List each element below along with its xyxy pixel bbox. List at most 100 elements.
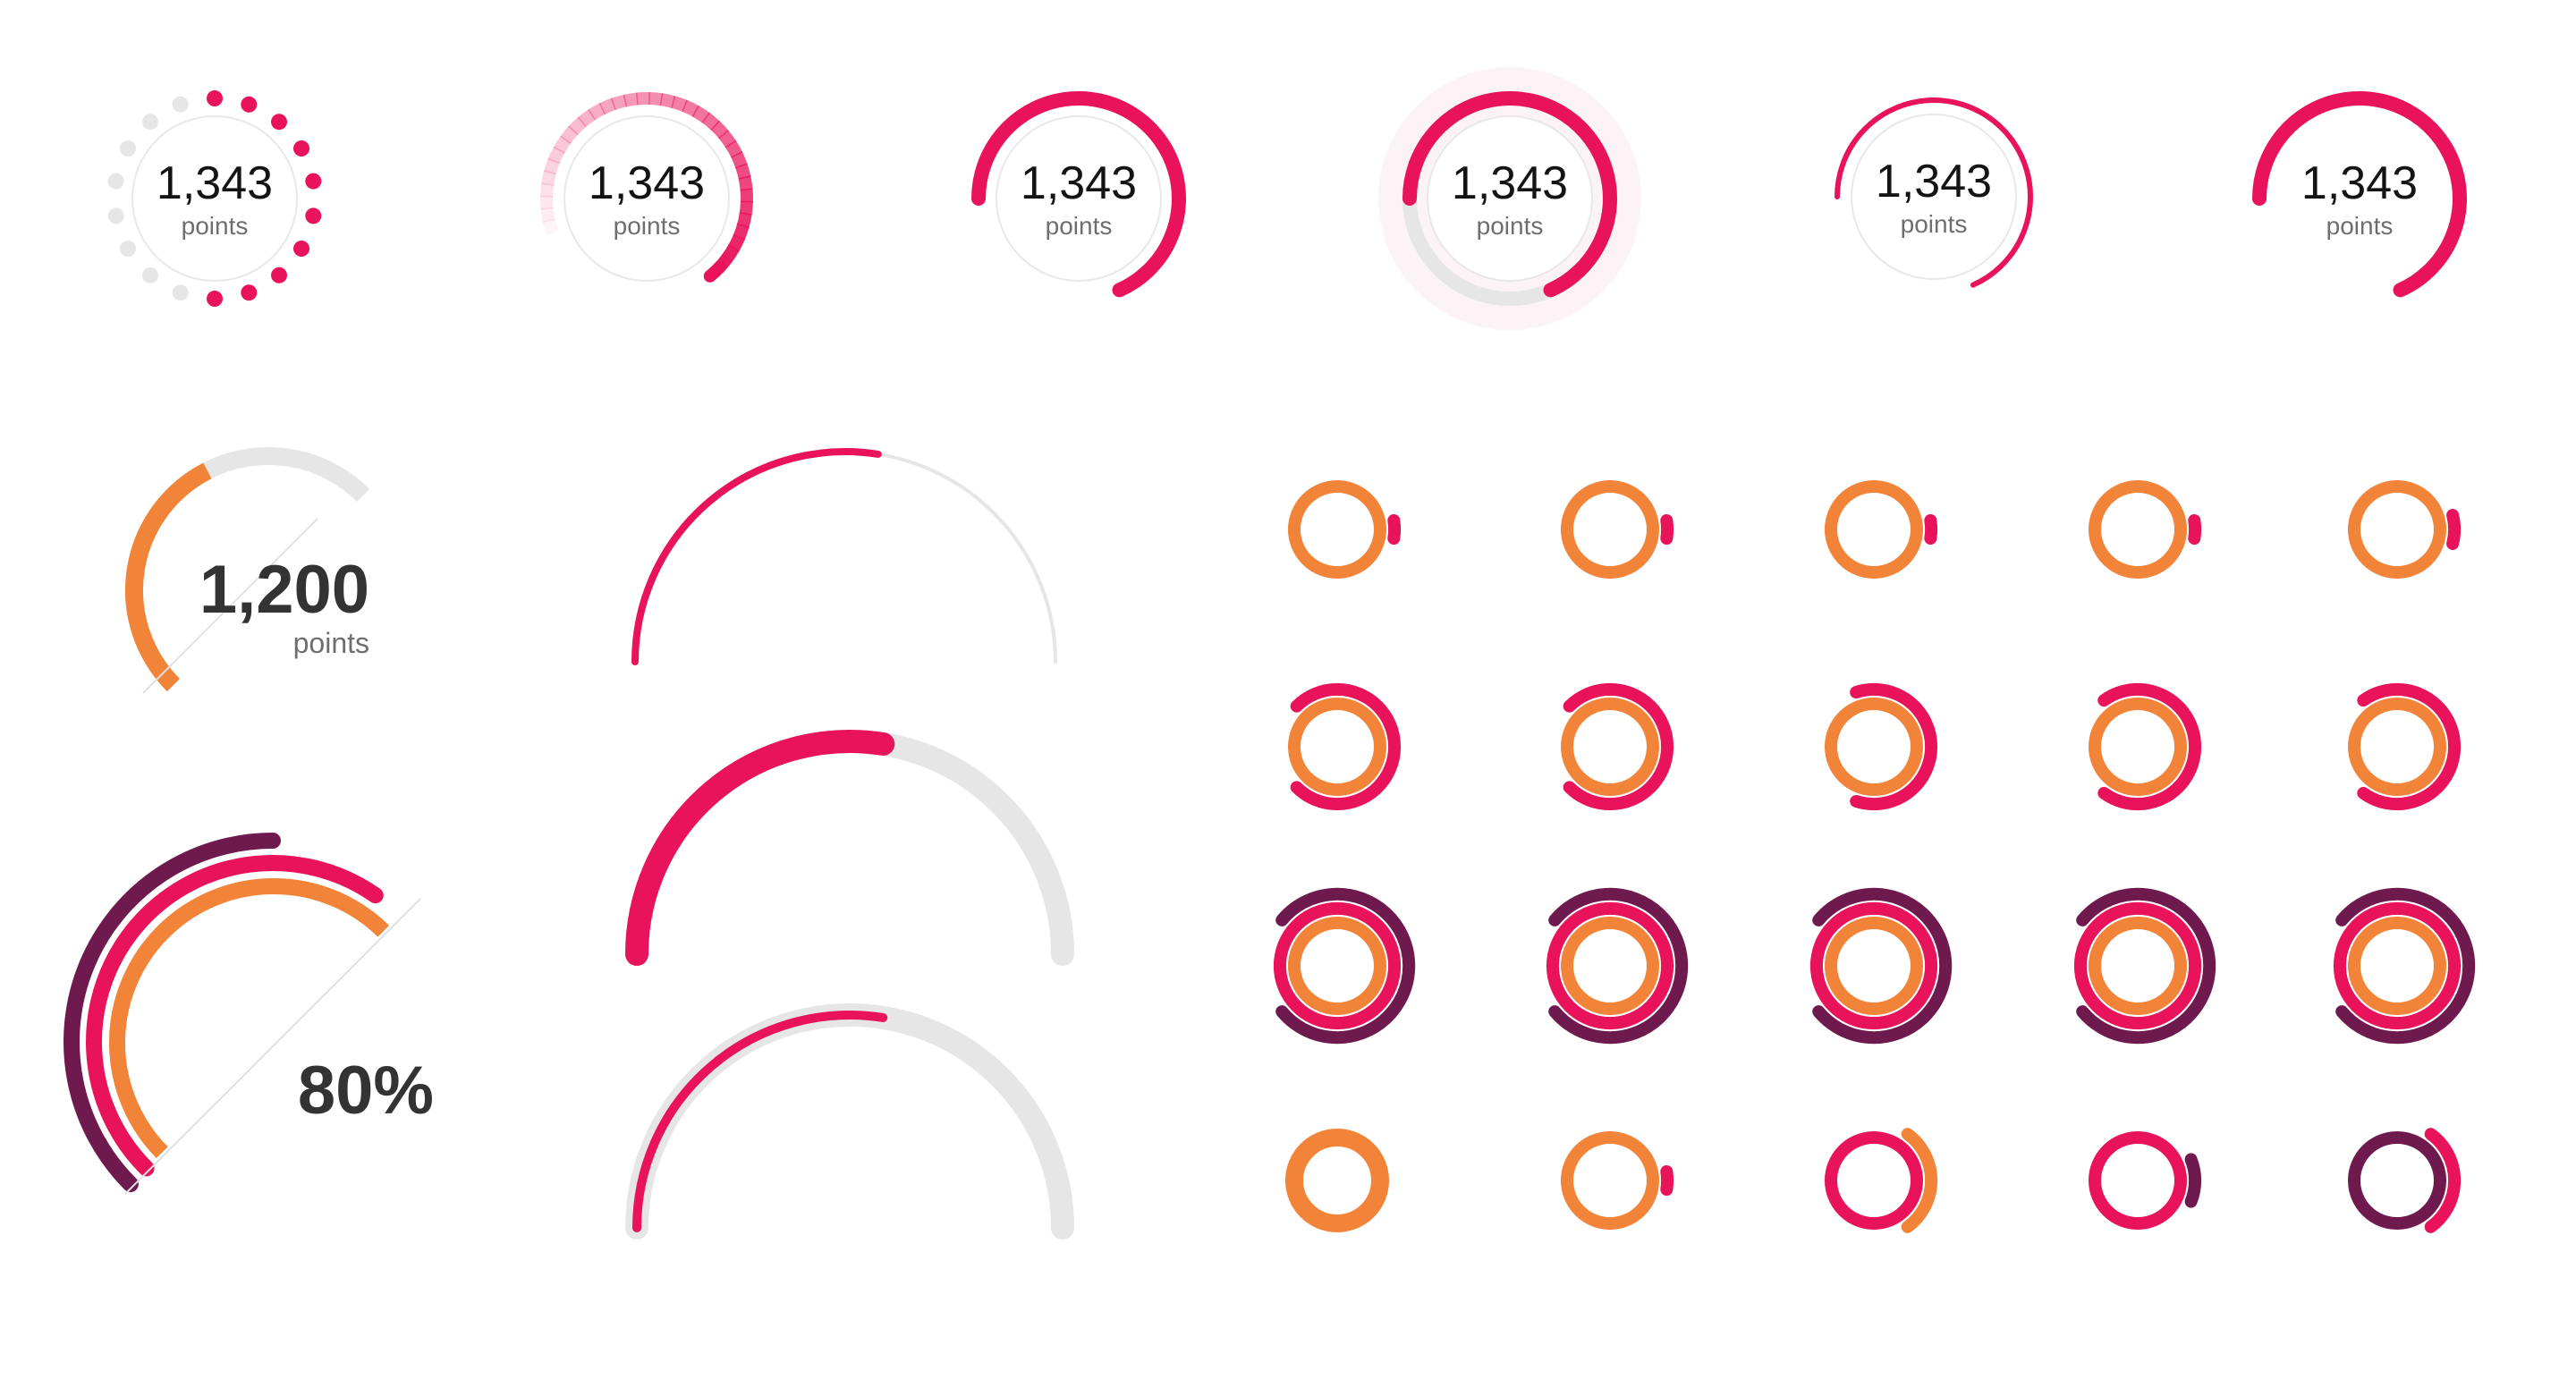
gauge-inner-ring xyxy=(131,115,298,282)
progress-dot xyxy=(241,284,258,301)
gauge-inner-ring xyxy=(564,115,730,282)
gauge-value: 1,343 xyxy=(589,157,705,209)
progress-dot xyxy=(107,207,124,224)
gauge-arc-segment xyxy=(598,97,617,115)
ring-cell xyxy=(1561,480,1674,579)
progress-dot xyxy=(293,241,309,257)
progress-dot xyxy=(120,140,136,157)
gauge-arc-segment xyxy=(635,91,650,106)
quarter-gauge-arc xyxy=(125,462,212,692)
quarter-gauge-unit: points xyxy=(293,627,369,659)
ring-cell xyxy=(1825,682,1938,811)
quarter-gauge-divider xyxy=(142,518,318,694)
ring-cell xyxy=(2089,1131,2202,1230)
ring-pink xyxy=(1924,513,1938,546)
progress-dot xyxy=(207,90,223,106)
quarter-gauge: 1,200 points xyxy=(125,447,370,694)
gauge-arc-segment xyxy=(648,92,664,106)
gauge-progress-arc xyxy=(971,91,1186,298)
ring-purple xyxy=(2184,1153,2202,1208)
ring-orange xyxy=(1288,917,1386,1015)
gauge-unit: points xyxy=(1477,212,1544,240)
gauge-arc xyxy=(1402,91,1617,298)
gauge-arc-segment xyxy=(710,120,729,140)
ring-cell xyxy=(1273,887,1416,1045)
gauge-arc-segment xyxy=(553,135,572,154)
ring-cell xyxy=(2348,480,2462,579)
progress-dot xyxy=(172,284,189,301)
gauge-arc xyxy=(1835,97,2033,288)
multi-ring-arcs xyxy=(64,833,390,1193)
multi-ring-pink xyxy=(86,855,384,1177)
ring-orange xyxy=(1825,698,1923,796)
ring-purple xyxy=(2076,887,2216,1045)
ring-orange xyxy=(1901,1128,1938,1233)
semi-gauge-track xyxy=(625,730,1074,966)
gauge-unit: points xyxy=(182,212,249,240)
ring-orange xyxy=(1561,698,1659,796)
ring-pink xyxy=(1563,682,1674,811)
ring-cell xyxy=(2089,682,2202,811)
gauge-value: 1,343 xyxy=(1021,157,1137,209)
ring-pink xyxy=(2073,901,2202,1030)
gauge-unit: points xyxy=(1901,210,1968,238)
gauge-arc-segment xyxy=(734,163,751,180)
gauge-arc-segment xyxy=(736,212,752,228)
ring-orange xyxy=(2348,917,2446,1015)
semi-gauge-track xyxy=(633,450,1057,664)
multi-ring-gauge: 80% xyxy=(64,833,434,1195)
ring-orange xyxy=(2089,698,2187,796)
multi-ring-purple xyxy=(64,833,281,1193)
ring-purple xyxy=(1548,887,1689,1045)
ring-pink xyxy=(1825,1131,1923,1230)
ring-orange xyxy=(2089,480,2187,579)
gauge-arc-segment xyxy=(547,146,565,165)
gauge-value: 1,343 xyxy=(1876,156,1992,207)
gauge-arc-segment xyxy=(682,99,699,117)
gauge-unit: points xyxy=(614,212,681,240)
gauge-arc-segment xyxy=(540,207,555,223)
ring-pink xyxy=(2089,1131,2187,1230)
ring-purple xyxy=(2348,1131,2446,1230)
progress-dot xyxy=(305,173,322,190)
ring-cell xyxy=(1546,887,1689,1045)
ring-pink xyxy=(2333,901,2462,1030)
gauge-arc-segment xyxy=(671,96,689,113)
ring-pink xyxy=(2424,1128,2462,1233)
semi-gauge-thin xyxy=(631,448,1057,665)
ring-cell xyxy=(1825,480,1938,579)
gauge-inner-ring xyxy=(996,115,1162,282)
ring-grid xyxy=(1273,480,2476,1233)
gauge-arc-segment xyxy=(610,94,628,111)
semi-circle-gauges xyxy=(625,448,1074,1239)
gauge-arc-segment xyxy=(738,175,753,191)
gauge-arc-segment xyxy=(623,92,639,107)
ring-cell xyxy=(1288,480,1402,579)
gauge-arc-segment xyxy=(724,140,743,158)
ring-orange xyxy=(2348,698,2446,796)
semi-gauge-thin-on-thick-track xyxy=(625,1003,1074,1239)
ring-cell xyxy=(2089,480,2202,579)
points-gauge-halo: 1,343 points xyxy=(1378,67,1641,330)
gauge-arc-segment xyxy=(721,244,740,263)
gauge-arc-segment xyxy=(541,170,556,186)
gauge-value: 1,343 xyxy=(2301,157,2418,209)
multi-ring-value: 80% xyxy=(298,1053,434,1129)
ring-cell xyxy=(2348,682,2462,811)
points-gauge-gradient-arc: 1,343 points xyxy=(540,91,753,283)
gauge-arc-segment xyxy=(740,188,753,203)
gauge-arc-segment xyxy=(703,260,726,283)
ring-orange xyxy=(1288,480,1386,579)
ring-pink xyxy=(2097,682,2202,811)
ring-cell xyxy=(2333,887,2476,1045)
gauge-arc xyxy=(2252,91,2467,298)
gauge-progress-arc xyxy=(1402,91,1617,298)
ring-purple xyxy=(1275,887,1416,1045)
ring-orange xyxy=(2348,480,2446,579)
gauge-arc-segment xyxy=(542,218,559,235)
ring-orange xyxy=(2089,917,2187,1015)
quarter-gauge-arcs xyxy=(125,447,370,692)
gauge-arc xyxy=(971,91,1186,298)
semi-gauge-arc xyxy=(631,448,882,665)
